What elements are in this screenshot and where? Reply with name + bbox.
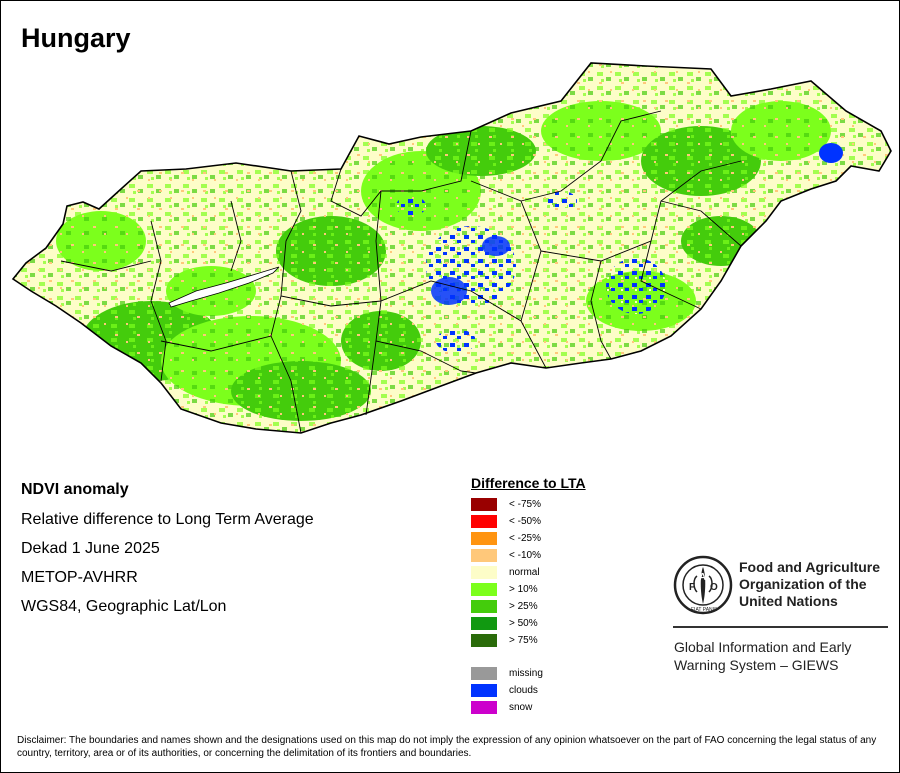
legend-swatch bbox=[471, 566, 497, 579]
fao-name: Food and Agriculture Organization of the… bbox=[739, 559, 880, 610]
fao-logo: F A O FIAT PANIS bbox=[673, 555, 733, 615]
legend-label: snow bbox=[509, 702, 533, 713]
legend-label: < -75% bbox=[509, 499, 541, 510]
legend-item: > 75% bbox=[471, 632, 586, 649]
giews-line2: Warning System – GIEWS bbox=[674, 657, 839, 673]
legend-item: missing bbox=[471, 665, 586, 682]
legend-swatch bbox=[471, 667, 497, 680]
legend-label: < -10% bbox=[509, 550, 541, 561]
giews-line1: Global Information and Early bbox=[674, 639, 852, 655]
legend-item: clouds bbox=[471, 682, 586, 699]
fao-logo-motto: FIAT PANIS bbox=[691, 607, 718, 613]
lake-balaton bbox=[168, 266, 280, 308]
legend-swatch bbox=[471, 549, 497, 562]
fao-name-line3: United Nations bbox=[739, 593, 838, 609]
legend-swatch bbox=[471, 532, 497, 545]
legend-label: < -50% bbox=[509, 516, 541, 527]
legend-swatch bbox=[471, 634, 497, 647]
legend: Difference to LTA < -75% < -50% < -25% < -1… bbox=[471, 475, 586, 716]
fao-logo-letter-o: O bbox=[710, 582, 718, 593]
legend-swatch bbox=[471, 498, 497, 511]
product-description: Relative difference to Long Term Average bbox=[21, 511, 314, 528]
legend-label: clouds bbox=[509, 685, 538, 696]
legend-item: snow bbox=[471, 699, 586, 716]
map-fill bbox=[13, 63, 891, 433]
product-sensor: METOP-AVHRR bbox=[21, 569, 138, 586]
map-info: NDVI anomaly Relative difference to Long… bbox=[21, 481, 314, 627]
legend-item: > 10% bbox=[471, 581, 586, 598]
ndvi-map bbox=[12, 62, 892, 434]
legend-item: < -75% bbox=[471, 496, 586, 513]
legend-label: > 25% bbox=[509, 601, 538, 612]
fao-logo-letter-f: F bbox=[689, 582, 695, 593]
map-title: Hungary bbox=[21, 23, 131, 53]
legend-item: < -50% bbox=[471, 513, 586, 530]
fao-logo-letter-a: A bbox=[699, 572, 706, 583]
legend-label: missing bbox=[509, 668, 543, 679]
legend-swatch bbox=[471, 684, 497, 697]
fao-name-line2: Organization of the bbox=[739, 576, 867, 592]
product-name: NDVI anomaly bbox=[21, 481, 129, 498]
legend-label: < -25% bbox=[509, 533, 541, 544]
legend-label: normal bbox=[509, 567, 540, 578]
legend-label: > 10% bbox=[509, 584, 538, 595]
fao-divider bbox=[673, 626, 888, 628]
legend-swatch bbox=[471, 701, 497, 714]
legend-label: > 75% bbox=[509, 635, 538, 646]
cloud-areas bbox=[396, 143, 843, 353]
legend-swatch bbox=[471, 583, 497, 596]
county-boundaries bbox=[60, 110, 742, 434]
legend-classes: < -75% < -50% < -25% < -10% normal > 10% > 25%… bbox=[471, 496, 586, 649]
legend-item: normal bbox=[471, 564, 586, 581]
legend-swatch bbox=[471, 515, 497, 528]
legend-label: > 50% bbox=[509, 618, 538, 629]
legend-extra-classes: missing clouds snow bbox=[471, 665, 586, 716]
legend-swatch bbox=[471, 600, 497, 613]
legend-item: > 25% bbox=[471, 598, 586, 615]
legend-title: Difference to LTA bbox=[471, 475, 586, 491]
legend-swatch bbox=[471, 617, 497, 630]
giews-name: Global Information and Early Warning Sys… bbox=[674, 638, 851, 674]
fao-name-line1: Food and Agriculture bbox=[739, 559, 881, 575]
legend-item: < -10% bbox=[471, 547, 586, 564]
disclaimer: Disclaimer: The boundaries and names sho… bbox=[17, 735, 877, 759]
legend-item: < -25% bbox=[471, 530, 586, 547]
legend-item: > 50% bbox=[471, 615, 586, 632]
product-period: Dekad 1 June 2025 bbox=[21, 540, 160, 557]
product-projection: WGS84, Geographic Lat/Lon bbox=[21, 598, 227, 615]
